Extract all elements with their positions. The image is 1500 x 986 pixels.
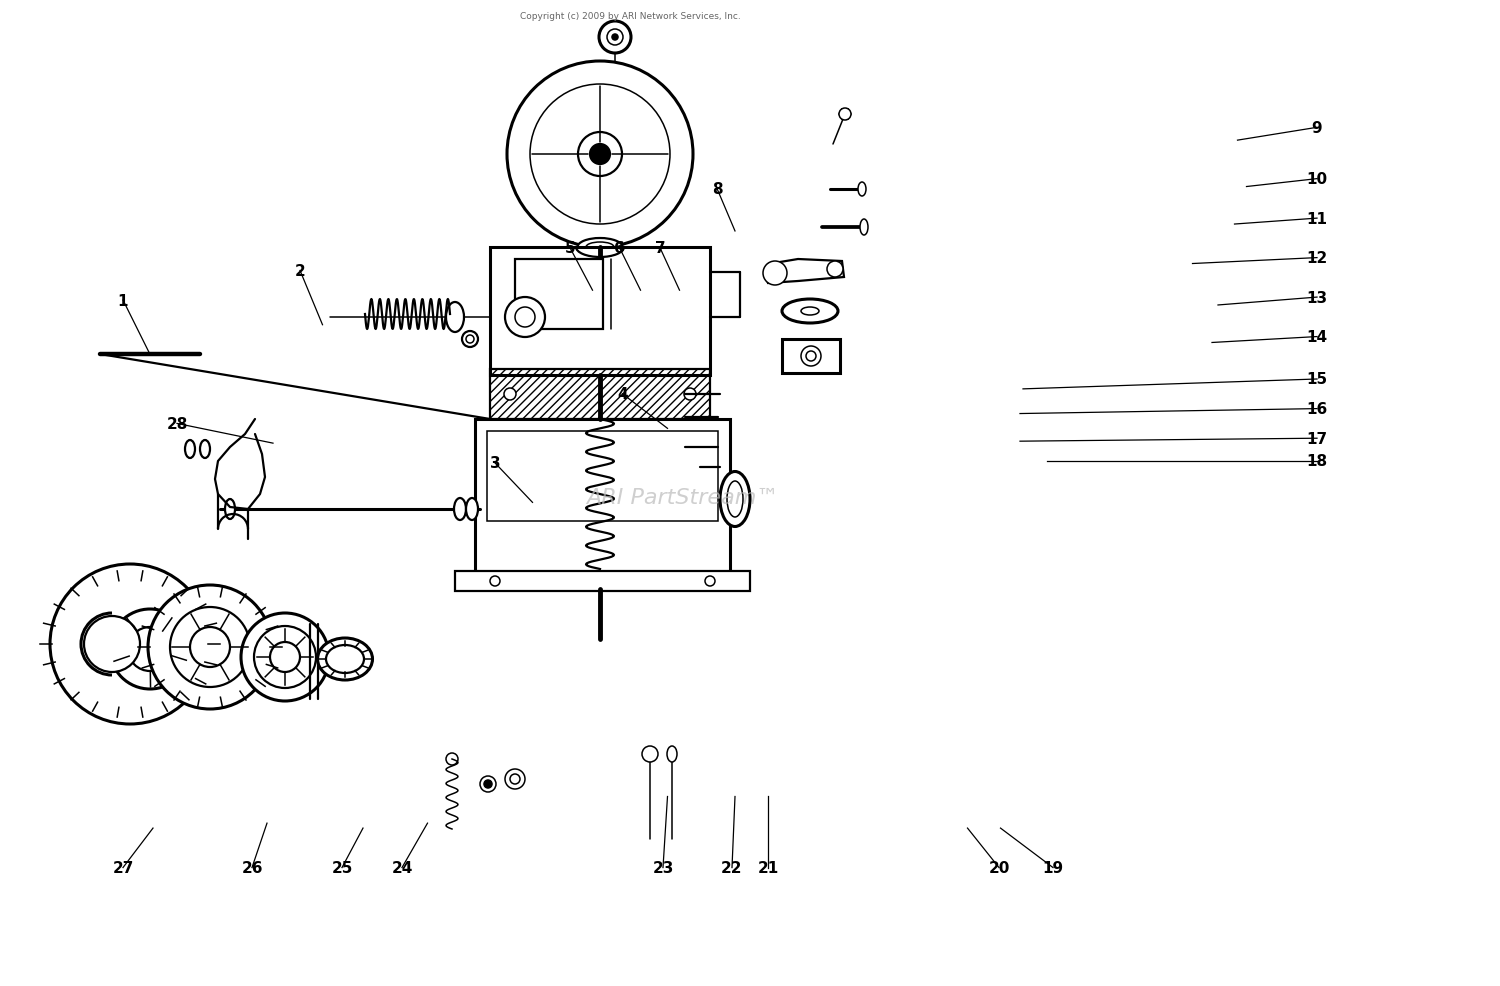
Text: 17: 17 xyxy=(1306,431,1328,447)
Ellipse shape xyxy=(859,220,868,236)
Text: 8: 8 xyxy=(711,181,723,197)
Text: 7: 7 xyxy=(654,241,666,256)
Circle shape xyxy=(514,308,535,327)
Circle shape xyxy=(148,586,272,709)
Ellipse shape xyxy=(454,499,466,521)
Text: 24: 24 xyxy=(392,860,412,876)
Ellipse shape xyxy=(801,308,819,316)
Circle shape xyxy=(110,609,190,689)
Text: 13: 13 xyxy=(1306,290,1328,306)
Circle shape xyxy=(480,776,496,792)
Circle shape xyxy=(84,616,140,672)
Text: 15: 15 xyxy=(1306,372,1328,387)
Circle shape xyxy=(504,388,516,400)
Ellipse shape xyxy=(858,182,865,197)
Text: 6: 6 xyxy=(614,241,626,256)
Bar xyxy=(514,259,603,329)
Ellipse shape xyxy=(668,746,676,762)
Circle shape xyxy=(170,607,250,687)
Bar xyxy=(476,420,730,590)
Text: 16: 16 xyxy=(1306,401,1328,417)
Circle shape xyxy=(598,22,632,54)
Circle shape xyxy=(507,62,693,247)
Circle shape xyxy=(462,331,478,348)
Ellipse shape xyxy=(184,441,195,458)
Text: ARI PartStream™: ARI PartStream™ xyxy=(586,488,778,508)
Circle shape xyxy=(484,780,492,788)
Text: 23: 23 xyxy=(652,860,674,876)
Circle shape xyxy=(590,145,610,165)
Ellipse shape xyxy=(720,472,750,527)
Ellipse shape xyxy=(225,500,236,520)
Ellipse shape xyxy=(326,646,364,673)
Text: Copyright (c) 2009 by ARI Network Services, Inc.: Copyright (c) 2009 by ARI Network Servic… xyxy=(519,12,741,21)
Ellipse shape xyxy=(728,481,742,518)
Text: 12: 12 xyxy=(1306,250,1328,266)
Ellipse shape xyxy=(254,626,316,688)
Circle shape xyxy=(128,627,172,671)
Ellipse shape xyxy=(318,638,372,680)
Bar xyxy=(490,370,710,420)
Text: 20: 20 xyxy=(988,860,1010,876)
Text: 19: 19 xyxy=(1042,860,1064,876)
Polygon shape xyxy=(765,259,844,284)
Text: 18: 18 xyxy=(1306,454,1328,469)
Bar xyxy=(782,339,840,374)
Text: 27: 27 xyxy=(112,860,134,876)
Ellipse shape xyxy=(270,642,300,672)
Circle shape xyxy=(530,85,670,225)
Text: 2: 2 xyxy=(294,263,306,279)
Circle shape xyxy=(510,774,520,784)
Ellipse shape xyxy=(578,239,622,256)
Bar xyxy=(488,432,718,522)
Circle shape xyxy=(490,577,500,587)
Ellipse shape xyxy=(200,441,210,458)
Text: 1: 1 xyxy=(117,293,128,309)
Circle shape xyxy=(806,352,816,362)
Text: 28: 28 xyxy=(166,416,188,432)
Circle shape xyxy=(839,108,850,121)
Text: 10: 10 xyxy=(1306,172,1328,187)
Text: 21: 21 xyxy=(758,860,778,876)
Circle shape xyxy=(190,627,230,668)
Circle shape xyxy=(801,347,820,367)
Circle shape xyxy=(608,30,622,46)
Text: 9: 9 xyxy=(1311,120,1323,136)
Circle shape xyxy=(612,35,618,41)
Circle shape xyxy=(446,753,458,765)
Circle shape xyxy=(827,261,843,278)
Ellipse shape xyxy=(242,613,328,701)
Circle shape xyxy=(466,335,474,344)
Text: 11: 11 xyxy=(1306,211,1328,227)
Ellipse shape xyxy=(446,303,464,332)
Circle shape xyxy=(578,133,622,176)
Ellipse shape xyxy=(586,243,613,252)
Circle shape xyxy=(764,261,788,286)
Circle shape xyxy=(705,577,716,587)
Text: 3: 3 xyxy=(489,456,501,471)
Circle shape xyxy=(642,746,658,762)
Ellipse shape xyxy=(782,300,838,323)
Text: 4: 4 xyxy=(616,387,628,402)
Text: 25: 25 xyxy=(332,860,352,876)
Bar xyxy=(454,572,750,592)
Circle shape xyxy=(506,298,544,337)
Text: 26: 26 xyxy=(242,860,262,876)
Circle shape xyxy=(506,769,525,789)
Circle shape xyxy=(684,388,696,400)
Text: 5: 5 xyxy=(564,241,576,256)
Text: 14: 14 xyxy=(1306,329,1328,345)
Ellipse shape xyxy=(466,499,478,521)
Circle shape xyxy=(50,564,210,725)
Bar xyxy=(490,247,710,376)
Text: 22: 22 xyxy=(722,860,742,876)
